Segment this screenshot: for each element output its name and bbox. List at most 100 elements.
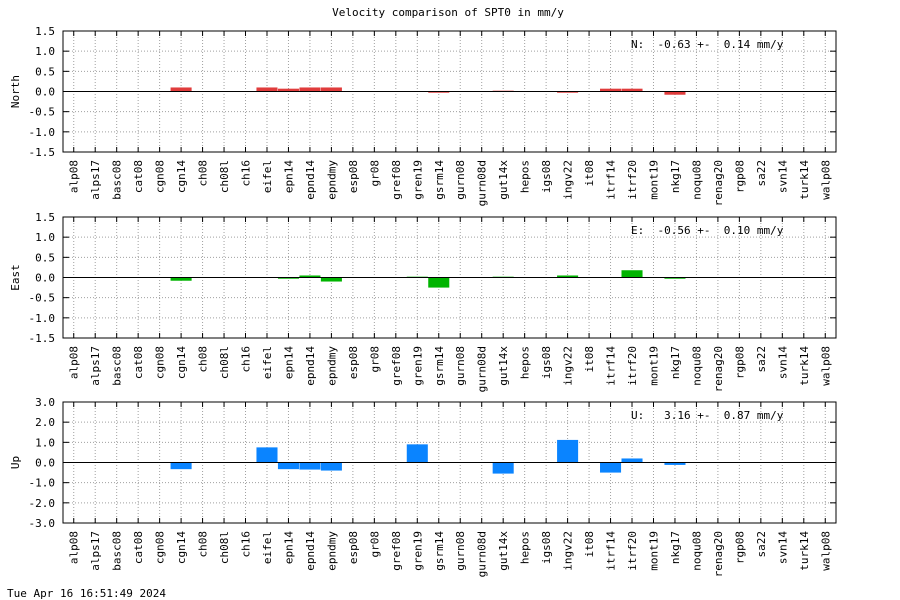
x-tick-label: ch16 [240,346,253,373]
x-tick-label: turk14 [798,531,811,571]
y-tick-label: 0.0 [35,86,55,99]
x-tick-label: gref08 [390,531,403,571]
x-tick-label: ch08 [197,160,210,187]
y-tick-label: 0.0 [35,457,55,470]
x-tick-label: nkg17 [669,531,682,564]
x-tick-label: basc08 [111,160,124,200]
bar-ingv22 [557,439,579,463]
x-tick-label: gurn08d [476,160,489,206]
bar-ingv22 [557,275,579,278]
x-tick-label: cgn14 [175,531,188,564]
x-tick-label: gsrm14 [433,346,446,386]
x-tick-label: cat08 [132,160,145,193]
x-tick-label: igs08 [540,531,553,564]
bar-gsrm14 [428,277,450,288]
x-tick-label: alp08 [68,160,81,193]
y-tick-label: -2.0 [29,497,56,510]
x-tick-label: hepos [519,160,532,193]
x-tick-label: igs08 [540,346,553,379]
x-tick-label: gut14x [497,346,510,386]
x-tick-label: cgn08 [154,531,167,564]
x-tick-label: itrf14 [605,346,618,386]
plot-frame [62,401,837,524]
bar-cgn14 [170,462,192,470]
panel-north: 1.5 1.0 0.5 0.0 -0.5 -1.0 -1.5 N: -0.63 +- 0.14… [9,25,837,206]
x-tick-label: cgn14 [175,160,188,193]
x-tick-label: epnd14 [304,160,317,200]
bar-itrf20 [621,270,643,278]
bar-ingv22 [557,91,579,93]
x-tick-label: ch16 [240,160,253,187]
bar-itrf20 [621,88,643,92]
y-tick-label: 0.0 [35,272,55,285]
panel-up: 3.0 2.0 1.0 0.0 -1.0 -2.0 -3.0 U: 3.16 +- 0.87 … [9,396,837,577]
x-tick-label: mont19 [647,531,660,571]
x-tick-label: mont19 [647,346,660,386]
x-tick-label: eifel [261,160,274,193]
x-tick-label: eifel [261,531,274,564]
y-tick-label: -1.5 [29,332,56,345]
x-tick-label: gut14x [497,531,510,571]
x-tick-label: cgn14 [175,346,188,379]
bar-epn14 [277,462,299,470]
x-tick-label: ch08l [218,346,231,379]
bar-cgn14 [170,277,192,281]
x-tick-label: itrf14 [605,531,618,571]
chart-title: Velocity comparison of SPT0 in mm/y [332,6,564,19]
x-tick-label: turk14 [798,346,811,386]
y-tick-label: -1.5 [29,146,56,159]
x-tick-label: hepos [519,531,532,564]
bar-nkg17 [664,91,686,95]
panel-annotation: U: 3.16 +- 0.87 mm/y [631,409,784,422]
timestamp: Tue Apr 16 16:51:49 2024 [7,587,166,600]
x-tick-label: epn14 [282,346,295,379]
x-tick-label: nkg17 [669,346,682,379]
y-axis-label: East [9,264,22,291]
x-tick-label: gref08 [390,160,403,200]
x-tick-label: esp08 [347,346,360,379]
bar-epndmy [320,277,342,282]
x-tick-label: renag20 [712,346,725,392]
bar-itrf14 [600,462,622,473]
bar-epndmy [320,87,342,92]
panel-annotation: N: -0.63 +- 0.14 mm/y [631,38,784,51]
x-tick-label: epnd14 [304,531,317,571]
y-tick-label: -1.0 [29,126,56,139]
x-tick-label: nkg17 [669,160,682,193]
x-tick-label: sa22 [755,346,768,373]
x-tick-label: epn14 [282,160,295,193]
y-tick-label: -1.0 [29,312,56,325]
x-tick-label: noqu08 [690,346,703,386]
x-tick-label: hepos [519,346,532,379]
x-tick-label: itrf20 [626,160,639,200]
x-tick-label: walp08 [819,531,832,571]
bar-epnd14 [299,462,321,470]
x-tick-label: it08 [583,346,596,373]
x-tick-label: basc08 [111,346,124,386]
y-tick-label: 3.0 [35,396,55,409]
x-tick-label: walp08 [819,160,832,200]
x-tick-label: rgp08 [733,160,746,193]
y-tick-label: -0.5 [29,106,56,119]
x-tick-label: gurn08 [454,531,467,571]
y-tick-label: 1.5 [35,25,55,38]
x-tick-label: alp08 [68,346,81,379]
x-tick-label: gut14x [497,160,510,200]
x-tick-label: ch08l [218,531,231,564]
panel-east: 1.5 1.0 0.5 0.0 -0.5 -1.0 -1.5 E: -0.56 +- 0.10… [9,211,837,392]
x-tick-label: gren19 [411,346,424,386]
x-tick-label: basc08 [111,531,124,571]
bar-epnd14 [299,275,321,278]
x-tick-label: igs08 [540,160,553,193]
x-tick-label: itrf14 [605,160,618,200]
x-tick-label: itrf20 [626,531,639,571]
x-tick-label: alp08 [68,531,81,564]
panel-annotation: E: -0.56 +- 0.10 mm/y [631,224,784,237]
x-tick-label: epndmy [325,346,338,386]
x-tick-label: cat08 [132,531,145,564]
x-tick-label: epndmy [325,531,338,571]
y-tick-label: 1.0 [35,231,55,244]
bar-epn14 [277,277,299,279]
